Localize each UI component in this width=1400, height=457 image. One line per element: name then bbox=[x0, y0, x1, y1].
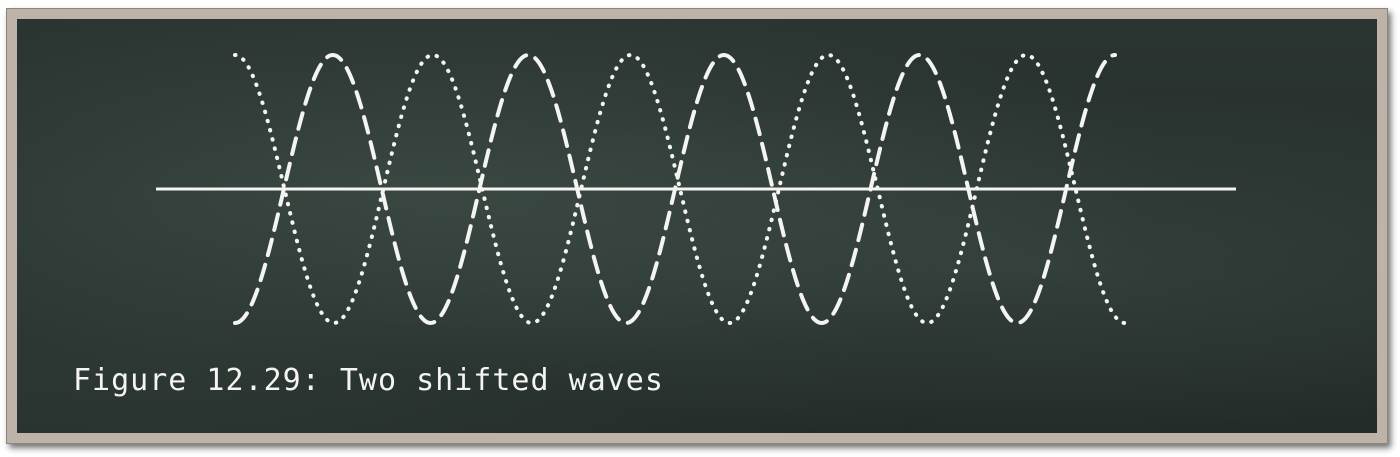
dotted-wave bbox=[233, 52, 1127, 326]
dashed-wave bbox=[233, 52, 1117, 326]
wave-diagram bbox=[156, 52, 1236, 326]
figure-caption: Figure 12.29: Two shifted waves bbox=[73, 363, 664, 398]
chalkboard: Figure 12.29: Two shifted waves bbox=[17, 19, 1377, 433]
chalkboard-frame: Figure 12.29: Two shifted waves bbox=[6, 8, 1388, 444]
